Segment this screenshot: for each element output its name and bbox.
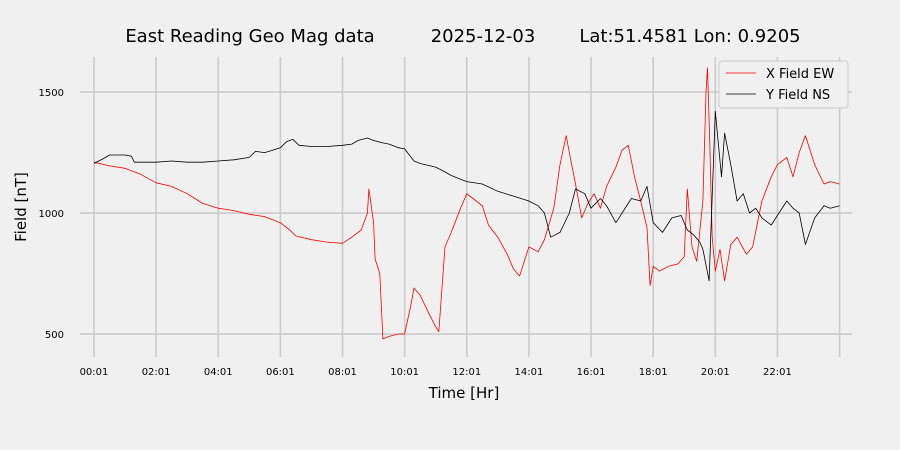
x-tick-label: 02:01 (142, 367, 171, 378)
x-tick-label: 08:01 (328, 367, 357, 378)
series-line-x-field (93, 67, 840, 340)
legend: X Field EW Y Field NS (718, 60, 849, 109)
x-tick-label: 16:01 (577, 367, 606, 378)
x-tick-label: 18:01 (639, 367, 668, 378)
chart-title: East Reading Geo Mag data (125, 26, 374, 47)
series-lines (93, 67, 840, 340)
x-tick-label: 00:01 (80, 367, 109, 378)
tick-labels: 00:01 02:01 04:01 06:01 08:01 10:01 12:01 14:01… (39, 88, 792, 378)
legend-label-x-field: X Field EW (766, 67, 834, 82)
x-tick-label: 06:01 (266, 367, 295, 378)
grid (80, 57, 852, 357)
x-tick-label: 12:01 (452, 367, 481, 378)
y-tick-label: 1000 (39, 209, 64, 220)
chart-title-location: Lat:51.4581 Lon: 0.9205 (579, 26, 800, 47)
x-tick-label: 22:01 (763, 367, 792, 378)
chart-title-date: 2025-12-03 (431, 26, 536, 47)
x-tick-label: 20:01 (701, 367, 730, 378)
y-axis-label: Field [nT] (12, 172, 30, 242)
x-tick-label: 14:01 (514, 367, 543, 378)
x-tick-label: 10:01 (390, 367, 419, 378)
y-tick-label: 500 (45, 330, 64, 341)
legend-label-y-field: Y Field NS (765, 88, 830, 103)
series-line-y-field (93, 111, 840, 282)
y-tick-label: 1500 (39, 88, 64, 99)
x-axis-label: Time [Hr] (428, 384, 500, 402)
x-tick-label: 04:01 (204, 367, 233, 378)
